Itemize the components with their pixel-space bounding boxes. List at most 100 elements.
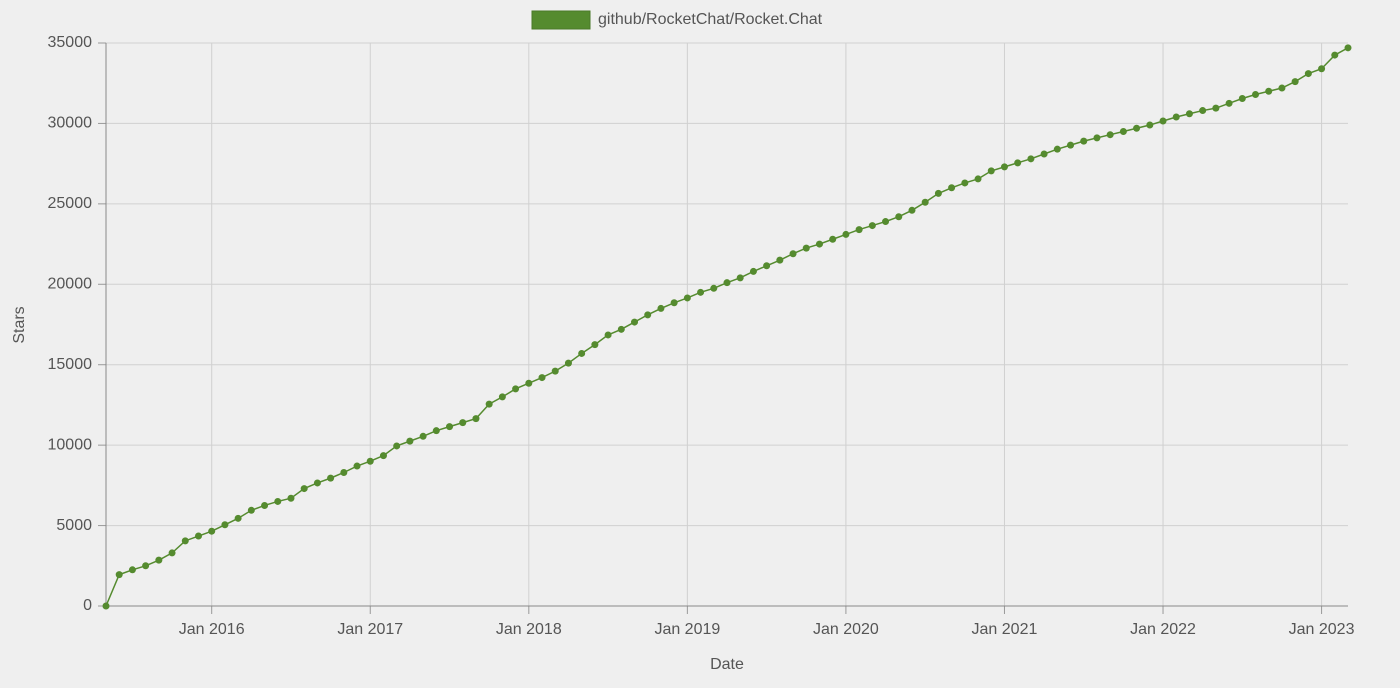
- data-point: [1212, 104, 1220, 112]
- x-tick-label: Jan 2020: [813, 621, 879, 638]
- data-point: [1159, 117, 1167, 125]
- x-tick-label: Jan 2019: [654, 621, 720, 638]
- data-point: [670, 299, 678, 307]
- data-point: [578, 349, 586, 357]
- y-tick-label: 0: [83, 597, 92, 614]
- data-point: [208, 527, 216, 535]
- data-point: [749, 267, 757, 275]
- data-point: [313, 479, 321, 487]
- x-tick-label: Jan 2021: [972, 621, 1038, 638]
- data-point: [379, 452, 387, 460]
- data-point: [736, 274, 744, 282]
- data-point: [300, 485, 308, 493]
- legend-label: github/RocketChat/Rocket.Chat: [598, 11, 823, 28]
- x-tick-label: Jan 2023: [1289, 621, 1355, 638]
- data-point: [868, 222, 876, 230]
- data-point: [1252, 90, 1260, 98]
- data-point: [274, 497, 282, 505]
- data-point: [1133, 124, 1141, 132]
- x-tick-label: Jan 2018: [496, 621, 562, 638]
- data-point: [234, 514, 242, 522]
- y-tick-label: 35000: [48, 34, 93, 51]
- data-point: [617, 325, 625, 333]
- y-tick-label: 15000: [48, 356, 93, 373]
- data-point: [1106, 131, 1114, 139]
- y-tick-label: 20000: [48, 276, 93, 293]
- data-point: [1331, 51, 1339, 59]
- data-point: [340, 468, 348, 476]
- data-point: [446, 423, 454, 431]
- data-point: [327, 474, 335, 482]
- data-point: [974, 175, 982, 183]
- data-point: [406, 437, 414, 445]
- data-point: [723, 279, 731, 287]
- data-point: [1344, 44, 1352, 52]
- data-point: [1067, 141, 1075, 149]
- x-tick-label: Jan 2017: [337, 621, 403, 638]
- data-point: [604, 331, 612, 339]
- data-point: [221, 521, 229, 529]
- data-point: [842, 230, 850, 238]
- data-point: [921, 198, 929, 206]
- data-point: [485, 400, 493, 408]
- data-point: [1093, 134, 1101, 142]
- data-point: [789, 250, 797, 258]
- data-point: [366, 457, 374, 465]
- data-point: [194, 532, 202, 540]
- data-point: [1185, 110, 1193, 118]
- data-point: [1278, 84, 1286, 92]
- data-point: [1000, 163, 1008, 171]
- data-point: [815, 240, 823, 248]
- data-point: [459, 419, 467, 427]
- data-point: [128, 566, 136, 574]
- data-point: [1014, 159, 1022, 167]
- y-axis-label: Stars: [11, 306, 28, 343]
- data-point: [644, 311, 652, 319]
- data-point: [710, 284, 718, 292]
- data-point: [591, 341, 599, 349]
- data-point: [168, 549, 176, 557]
- data-point: [155, 556, 163, 564]
- data-point: [697, 288, 705, 296]
- data-point: [181, 537, 189, 545]
- data-point: [908, 206, 916, 214]
- data-point: [472, 415, 480, 423]
- data-point: [934, 189, 942, 197]
- data-point: [1172, 113, 1180, 121]
- data-point: [1225, 99, 1233, 107]
- data-point: [1238, 94, 1246, 102]
- data-point: [882, 218, 890, 226]
- data-point: [353, 462, 361, 470]
- data-point: [1304, 70, 1312, 78]
- data-point: [802, 244, 810, 252]
- data-point: [102, 602, 110, 610]
- y-tick-label: 25000: [48, 195, 93, 212]
- data-point: [538, 374, 546, 382]
- data-point: [776, 256, 784, 264]
- data-point: [512, 385, 520, 393]
- data-point: [1146, 121, 1154, 129]
- x-tick-label: Jan 2016: [179, 621, 245, 638]
- data-point: [1119, 127, 1127, 135]
- data-point: [1291, 78, 1299, 86]
- x-axis-label: Date: [710, 656, 744, 673]
- y-tick-label: 30000: [48, 115, 93, 132]
- data-point: [1040, 150, 1048, 158]
- data-point: [115, 571, 123, 579]
- data-point: [895, 213, 903, 221]
- y-tick-label: 10000: [48, 436, 93, 453]
- data-point: [261, 501, 269, 509]
- data-point: [961, 179, 969, 187]
- y-tick-label: 5000: [56, 517, 92, 534]
- legend-swatch: [531, 10, 591, 30]
- data-point: [763, 262, 771, 270]
- data-point: [987, 167, 995, 175]
- data-point: [829, 235, 837, 243]
- data-point: [142, 562, 150, 570]
- data-point: [247, 506, 255, 514]
- data-point: [525, 379, 533, 387]
- x-tick-label: Jan 2022: [1130, 621, 1196, 638]
- data-point: [287, 494, 295, 502]
